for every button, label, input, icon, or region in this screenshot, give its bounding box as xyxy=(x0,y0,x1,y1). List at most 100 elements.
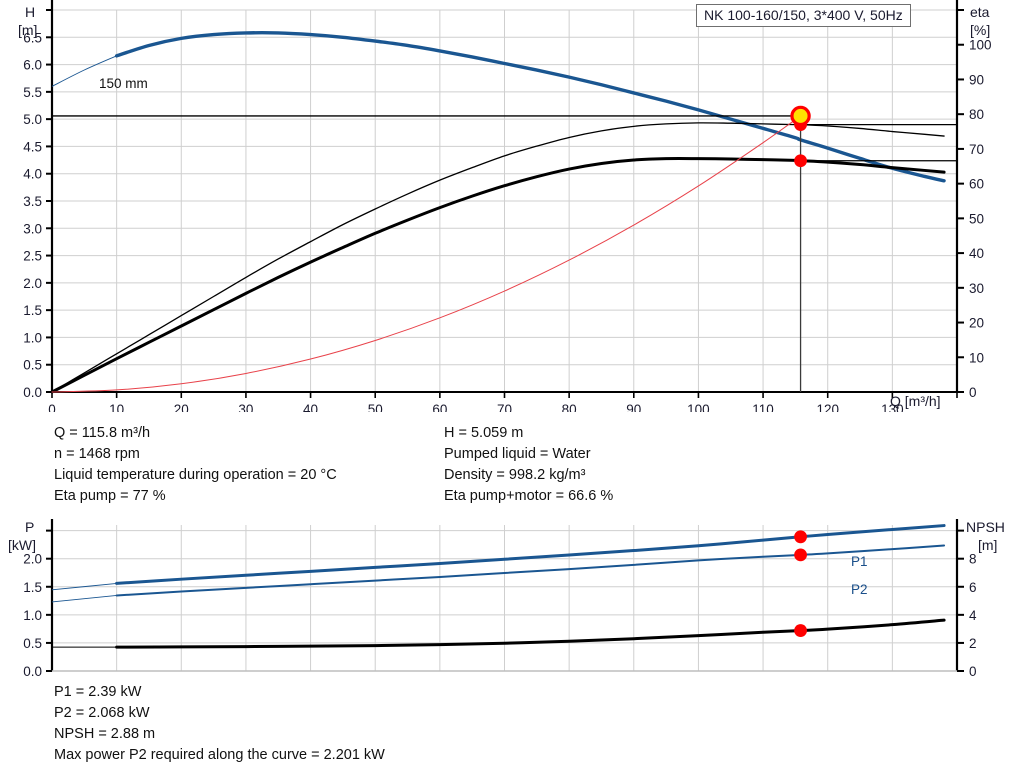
svg-text:70: 70 xyxy=(497,402,512,412)
svg-text:5.5: 5.5 xyxy=(23,85,42,100)
svg-text:60: 60 xyxy=(432,402,447,412)
curve-p1 xyxy=(115,524,946,585)
duty-dot-p1 xyxy=(794,530,807,544)
duty-specs-right: H = 5.059 m Pumped liquid = Water Densit… xyxy=(444,423,613,507)
svg-text:1.0: 1.0 xyxy=(23,330,42,345)
svg-text:0.0: 0.0 xyxy=(23,385,42,400)
svg-text:0.5: 0.5 xyxy=(23,358,42,373)
svg-text:20: 20 xyxy=(969,316,984,331)
result-max-power: Max power P2 required along the curve = … xyxy=(54,747,385,763)
svg-text:0.0: 0.0 xyxy=(23,664,42,679)
svg-text:1.0: 1.0 xyxy=(23,608,42,623)
svg-text:100: 100 xyxy=(969,38,992,53)
svg-text:2.0: 2.0 xyxy=(23,276,42,291)
svg-text:90: 90 xyxy=(626,402,641,412)
svg-text:3.0: 3.0 xyxy=(23,221,42,236)
curve-head xyxy=(114,31,946,183)
svg-text:20: 20 xyxy=(174,402,189,412)
npsh-axis-title: NPSH xyxy=(966,519,1005,535)
main-chart-gridlines xyxy=(51,9,958,393)
svg-text:120: 120 xyxy=(816,402,839,412)
svg-text:80: 80 xyxy=(562,402,577,412)
svg-text:4.0: 4.0 xyxy=(23,167,42,182)
power-chart-curves xyxy=(51,524,946,649)
npsh-axis-unit: [m] xyxy=(978,537,997,553)
spec-liquid: Pumped liquid = Water xyxy=(444,446,591,462)
svg-text:40: 40 xyxy=(303,402,318,412)
power-axis-unit: [kW] xyxy=(8,537,36,553)
duty-specs-left: Q = 115.8 m³/h n = 1468 rpm Liquid tempe… xyxy=(54,423,337,507)
svg-text:2: 2 xyxy=(969,636,977,651)
svg-text:90: 90 xyxy=(969,72,984,87)
svg-text:50: 50 xyxy=(368,402,383,412)
main-chart-tick-labels: 0.0 0.5 1.0 1.5 2.0 2.5 3.0 3.5 4.0 4.5 5.0 5.5 6.0 6… xyxy=(23,30,991,412)
curve-eta-pump xyxy=(51,122,945,393)
svg-text:4: 4 xyxy=(969,608,977,623)
svg-text:0: 0 xyxy=(969,385,977,400)
main-chart-curves xyxy=(50,31,957,394)
result-npsh: NPSH = 2.88 m xyxy=(54,726,156,742)
svg-text:60: 60 xyxy=(969,177,984,192)
spec-flow: Q = 115.8 m³/h xyxy=(54,425,151,441)
svg-text:40: 40 xyxy=(969,246,984,261)
result-p1: P1 = 2.39 kW xyxy=(54,684,142,700)
eta-axis-unit: [%] xyxy=(970,22,990,38)
results-block: P1 = 2.39 kW P2 = 2.068 kW NPSH = 2.88 m… xyxy=(54,682,385,766)
curve-system-curve xyxy=(51,115,802,393)
duty-dot-npsh xyxy=(794,624,807,637)
svg-text:6.0: 6.0 xyxy=(23,58,42,73)
main-chart-axes xyxy=(46,0,964,398)
curve-segment-thin xyxy=(51,595,117,603)
p1-curve-label: P1 xyxy=(851,554,868,569)
spec-speed: n = 1468 rpm xyxy=(54,446,140,462)
svg-text:5.0: 5.0 xyxy=(23,112,42,127)
spec-head: H = 5.059 m xyxy=(444,425,524,441)
svg-text:80: 80 xyxy=(969,107,984,122)
svg-text:1.5: 1.5 xyxy=(23,303,42,318)
power-chart-gridlines xyxy=(51,525,958,672)
svg-text:6.5: 6.5 xyxy=(23,30,42,45)
svg-text:8: 8 xyxy=(969,552,977,567)
svg-text:0.5: 0.5 xyxy=(23,636,42,651)
svg-text:2.5: 2.5 xyxy=(23,249,42,264)
head-chart-svg: 0.0 0.5 1.0 1.5 2.0 2.5 3.0 3.5 4.0 4.5 5.0 5.5 6.0 6… xyxy=(18,0,992,412)
pump-title-box: NK 100-160/150, 3*400 V, 50Hz xyxy=(696,4,911,27)
spec-density: Density = 998.2 kg/m³ xyxy=(444,467,586,483)
svg-text:30: 30 xyxy=(238,402,253,412)
svg-text:1.5: 1.5 xyxy=(23,580,42,595)
svg-text:110: 110 xyxy=(752,402,774,412)
flow-axis-title: Q [m³/h] xyxy=(890,393,941,409)
eta-axis-title: eta xyxy=(970,4,990,20)
curve-eta-pump-motor xyxy=(50,157,946,394)
svg-text:10: 10 xyxy=(109,402,124,412)
svg-text:2.0: 2.0 xyxy=(23,552,42,567)
curve-segment-thin xyxy=(51,582,117,591)
duty-dot-p2 xyxy=(794,548,807,562)
curve-npsh xyxy=(115,618,946,649)
spec-temperature: Liquid temperature during operation = 20… xyxy=(54,467,337,483)
svg-text:3.5: 3.5 xyxy=(23,194,42,209)
svg-text:0: 0 xyxy=(969,664,977,679)
power-chart-axes xyxy=(46,519,964,672)
spec-eta-pump-motor: Eta pump+motor = 66.6 % xyxy=(444,488,614,504)
svg-text:30: 30 xyxy=(969,281,984,296)
svg-text:100: 100 xyxy=(687,402,710,412)
power-chart-tick-labels: 0.0 0.5 1.0 1.5 2.0 0 2 4 6 8 xyxy=(23,552,977,679)
svg-text:0: 0 xyxy=(48,402,56,412)
curve-p2 xyxy=(115,544,946,597)
head-axis-unit: [m] xyxy=(18,22,37,38)
p2-curve-label: P2 xyxy=(851,582,868,597)
result-p2: P2 = 2.068 kW xyxy=(54,705,150,721)
power-axis-title: P xyxy=(25,519,34,535)
power-npsh-chart: 0.0 0.5 1.0 1.5 2.0 0 2 4 6 8 P [kW] NPSH [m] P1 … xyxy=(0,515,1024,685)
svg-text:10: 10 xyxy=(969,350,984,365)
curve-segment-thin xyxy=(51,55,117,87)
svg-text:130: 130 xyxy=(881,402,904,412)
spec-eta-pump: Eta pump = 77 % xyxy=(54,488,166,504)
svg-text:4.5: 4.5 xyxy=(23,139,42,154)
head-axis-title: H xyxy=(25,4,35,20)
svg-text:70: 70 xyxy=(969,142,984,157)
duty-dot-eta-pump-motor xyxy=(794,154,807,168)
